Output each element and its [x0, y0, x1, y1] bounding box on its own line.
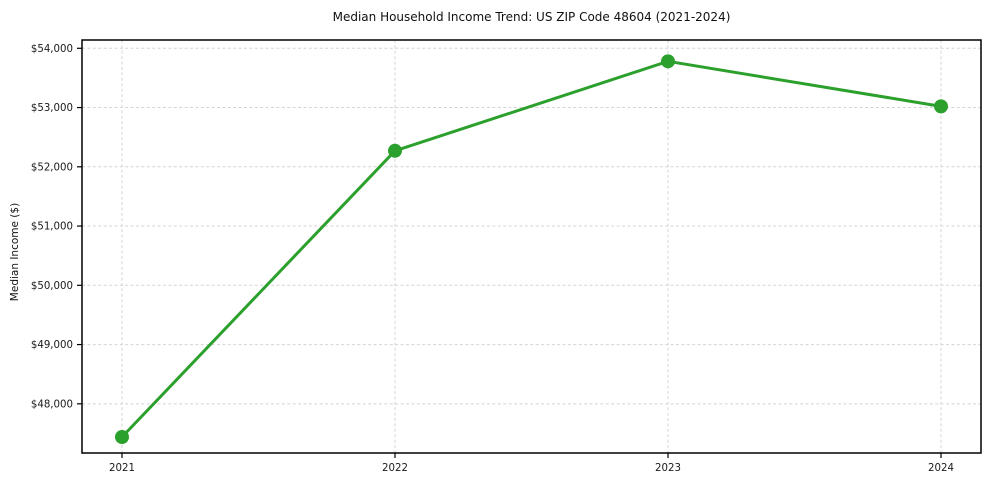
y-tick-label: $50,000 [31, 281, 73, 292]
data-point-2023 [661, 54, 675, 69]
x-tick-label: 2023 [655, 463, 681, 474]
y-tick-label: $48,000 [31, 399, 73, 410]
y-tick-label: $51,000 [31, 222, 73, 233]
x-tick-label: 2024 [928, 463, 954, 474]
y-tick-label: $53,000 [31, 103, 73, 114]
chart-title: Median Household Income Trend: US ZIP Co… [332, 10, 731, 24]
y-axis-label-text: Median Income ($) [9, 202, 21, 302]
data-point-2022 [388, 143, 402, 158]
x-tick-label: 2021 [109, 463, 135, 474]
income-trend-line [120, 59, 943, 439]
data-point-2024 [934, 99, 948, 114]
y-tick-label: $52,000 [31, 162, 73, 173]
y-tick-label: $49,000 [31, 340, 73, 351]
x-tick-label: 2022 [382, 463, 408, 474]
data-point-2021 [115, 430, 129, 445]
y-tick-label: $54,000 [31, 44, 73, 55]
plot-border [81, 39, 982, 454]
